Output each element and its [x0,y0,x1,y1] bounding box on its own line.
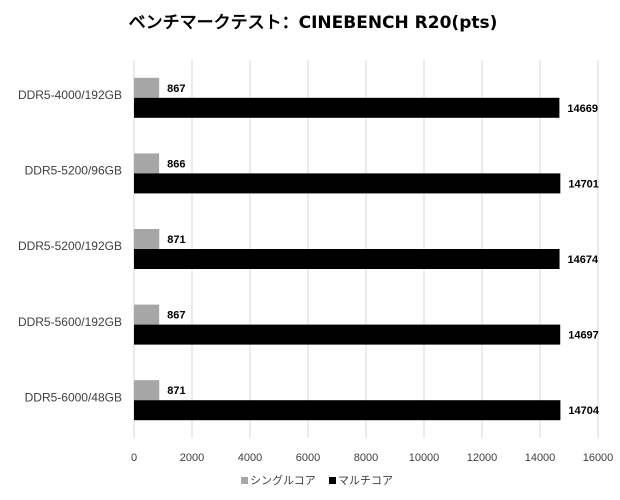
x-tick-label: 6000 [296,452,320,464]
data-label: 14697 [568,330,599,342]
single-core-bar [134,304,160,325]
multi-core-bar [134,249,560,269]
single-core-bar [134,153,160,174]
data-label: 14701 [568,178,599,190]
x-tick-label: 8000 [354,452,378,464]
data-label: 871 [167,234,185,246]
data-label: 14674 [568,254,599,266]
legend-label: シングルコア [250,473,316,487]
single-core-bar [134,77,160,98]
x-tick-label: 2000 [180,452,204,464]
single-core-legend-swatch [241,477,248,484]
x-tick-label: 12000 [467,452,498,464]
data-label: 867 [167,83,185,95]
category-label: DDR5-5600/192GB [18,315,122,329]
legend-label: マルチコア [338,474,393,487]
single-core-bar [134,380,160,401]
labels: 0 2000 4000 6000 8000 10000 12000 14000 16000 DDR… [18,83,613,464]
x-tick-label: 10000 [409,452,440,464]
legend: シングルコア マルチコア [241,473,393,487]
multi-core-bar [134,97,560,118]
chart-title: ベンチマークテスト：CINEBENCH R20(pts) [129,13,498,33]
category-label: DDR5-5200/192GB [18,239,122,253]
multi-core-bar [134,173,561,194]
single-core-bar [134,229,160,249]
multi-core-bar [134,400,561,421]
x-tick-label: 0 [131,452,137,464]
multi-core-legend-swatch [329,477,336,484]
category-label: DDR5-4000/192GB [18,88,122,102]
x-tick-label: 14000 [525,452,556,464]
data-label: 871 [167,385,185,397]
bars [134,77,561,421]
data-label: 14669 [567,103,598,115]
multi-core-bar [134,324,561,345]
data-label: 867 [167,310,185,322]
category-label: DDR5-6000/48GB [25,390,122,404]
data-label: 866 [167,158,185,170]
x-tick-label: 16000 [583,452,614,464]
category-label: DDR5-5200/96GB [25,164,122,178]
data-label: 14704 [568,405,599,417]
x-tick-label: 4000 [238,452,262,464]
